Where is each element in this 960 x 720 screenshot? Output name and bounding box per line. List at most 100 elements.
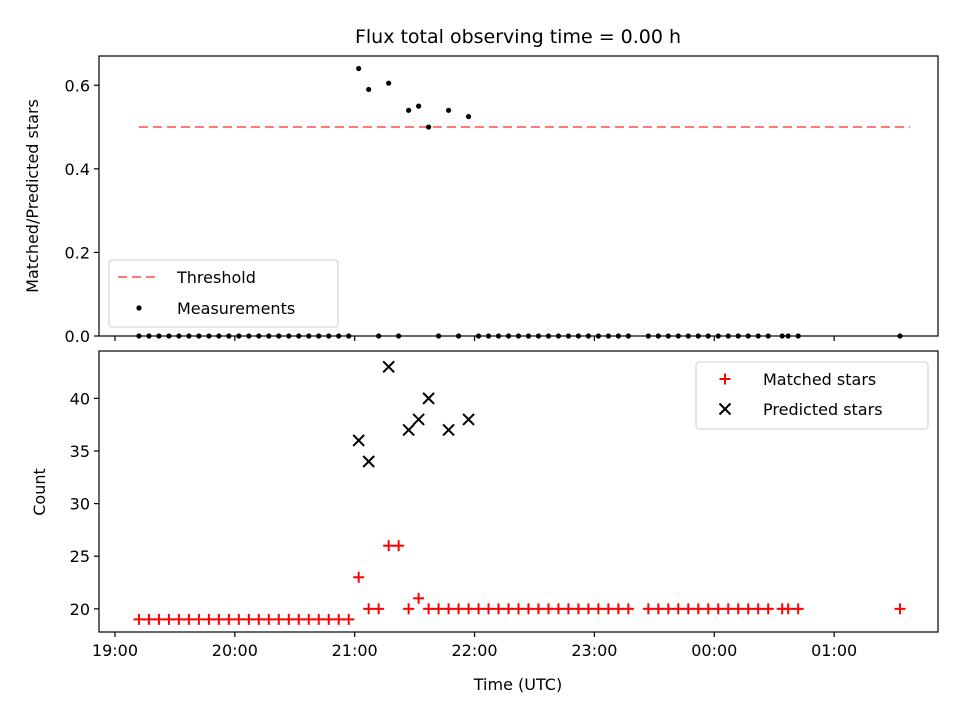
measurement-point — [406, 107, 412, 113]
measurement-point — [376, 333, 382, 339]
measurement-point — [206, 333, 212, 339]
matched-star-point — [473, 603, 485, 615]
legend-predicted-marker — [718, 402, 732, 416]
matched-star-point — [572, 603, 584, 615]
matched-star-point — [582, 603, 594, 615]
top-y-tick-label: 0.6 — [65, 76, 90, 95]
matched-star-point — [313, 613, 325, 625]
matched-star-point — [513, 603, 524, 615]
measurement-point — [615, 333, 621, 339]
measurement-point — [266, 333, 272, 339]
matched-star-point — [552, 603, 564, 615]
measurement-point — [545, 333, 552, 339]
measurement-point — [346, 333, 352, 339]
bottom-y-tick-label: 20 — [70, 600, 90, 619]
measurement-point — [785, 333, 791, 339]
measurement-point — [146, 333, 152, 339]
matched-star-point — [173, 613, 185, 625]
matched-star-point — [792, 603, 804, 615]
matched-star-point — [353, 571, 365, 583]
measurement-point — [426, 124, 432, 130]
predicted-star-point — [402, 423, 415, 437]
predicted-star-point — [412, 413, 425, 426]
predicted-star-point — [382, 360, 395, 373]
matched-star-point — [303, 613, 315, 625]
matched-star-point — [163, 613, 175, 625]
measurement-point — [685, 333, 691, 339]
bottom-x-ticks: 19:00 20:00 21:00 22:00 23:00 00:00 01:00 — [92, 632, 857, 660]
measurement-points — [136, 65, 903, 339]
x-tick-label: 00:00 — [691, 641, 737, 660]
matched-star-point — [393, 540, 405, 552]
top-y-tick-label: 0.0 — [65, 327, 90, 346]
predicted-stars-points — [352, 360, 475, 468]
measurement-point — [755, 333, 761, 339]
matched-star-point — [692, 603, 704, 615]
matched-star-point — [493, 603, 505, 615]
matched-star-point — [423, 603, 435, 615]
measurement-point — [645, 333, 651, 339]
x-axis-label: Time (UTC) — [473, 675, 562, 694]
measurement-point — [246, 333, 252, 339]
matched-star-point — [732, 603, 744, 615]
measurement-point — [705, 333, 711, 339]
measurement-point — [625, 333, 631, 339]
matched-star-point — [243, 613, 255, 625]
predicted-star-point — [362, 455, 375, 468]
matched-star-point — [223, 613, 235, 625]
measurement-point — [416, 103, 422, 109]
measurement-point — [585, 333, 592, 339]
matched-star-point — [762, 603, 774, 615]
top-y-tick-label: 0.2 — [65, 243, 90, 262]
chart-title: Flux total observing time = 0.00 h — [355, 26, 681, 48]
measurement-point — [735, 333, 741, 339]
measurement-point — [745, 333, 751, 339]
matched-star-point — [263, 613, 275, 625]
matched-star-point — [752, 603, 764, 615]
measurement-point — [186, 333, 192, 339]
matched-star-point — [343, 613, 355, 625]
bottom-y-tick-label: 40 — [70, 389, 90, 408]
measurement-point — [715, 333, 721, 339]
bottom-panel: 20 25 30 35 40 19:00 20:00 21:00 22:00 23:00 00:0… — [30, 350, 939, 694]
matched-star-point — [602, 603, 614, 615]
matched-star-point — [542, 603, 554, 615]
measurement-point — [695, 333, 701, 339]
measurement-point — [565, 333, 572, 339]
top-y-axis-label: Matched/Predicted stars — [23, 99, 42, 293]
measurement-point — [485, 333, 492, 339]
matched-star-point — [672, 603, 684, 615]
measurement-point — [655, 333, 661, 339]
matched-star-point — [453, 603, 465, 615]
measurement-point — [216, 333, 222, 339]
legend-measurements-label: Measurements — [177, 299, 295, 318]
measurement-point — [475, 333, 482, 339]
measurement-point — [897, 333, 903, 339]
matched-star-point — [503, 603, 515, 615]
matched-star-point — [213, 613, 225, 625]
measurement-point — [296, 333, 302, 339]
measurement-point — [779, 333, 785, 339]
measurement-point — [575, 333, 582, 339]
matched-star-point — [592, 603, 604, 615]
matched-star-point — [443, 603, 455, 615]
matched-star-point — [203, 613, 215, 625]
measurement-point — [226, 333, 232, 339]
measurement-point — [525, 333, 532, 339]
matched-star-point — [273, 613, 285, 625]
measurement-point — [675, 333, 681, 339]
legend-matched-label: Matched stars — [763, 370, 876, 389]
measurement-point — [326, 333, 332, 339]
top-legend-box — [108, 259, 339, 328]
measurement-point — [505, 333, 512, 339]
measurement-point — [176, 333, 182, 339]
matched-star-point — [702, 603, 714, 615]
measurement-point — [515, 333, 522, 339]
x-tick-label: 23:00 — [571, 641, 617, 660]
predicted-star-point — [462, 413, 475, 426]
measurement-point — [256, 333, 262, 339]
matched-star-point — [463, 603, 475, 615]
measurement-point — [435, 333, 442, 339]
predicted-star-point — [442, 423, 455, 437]
matched-star-point — [652, 603, 664, 615]
